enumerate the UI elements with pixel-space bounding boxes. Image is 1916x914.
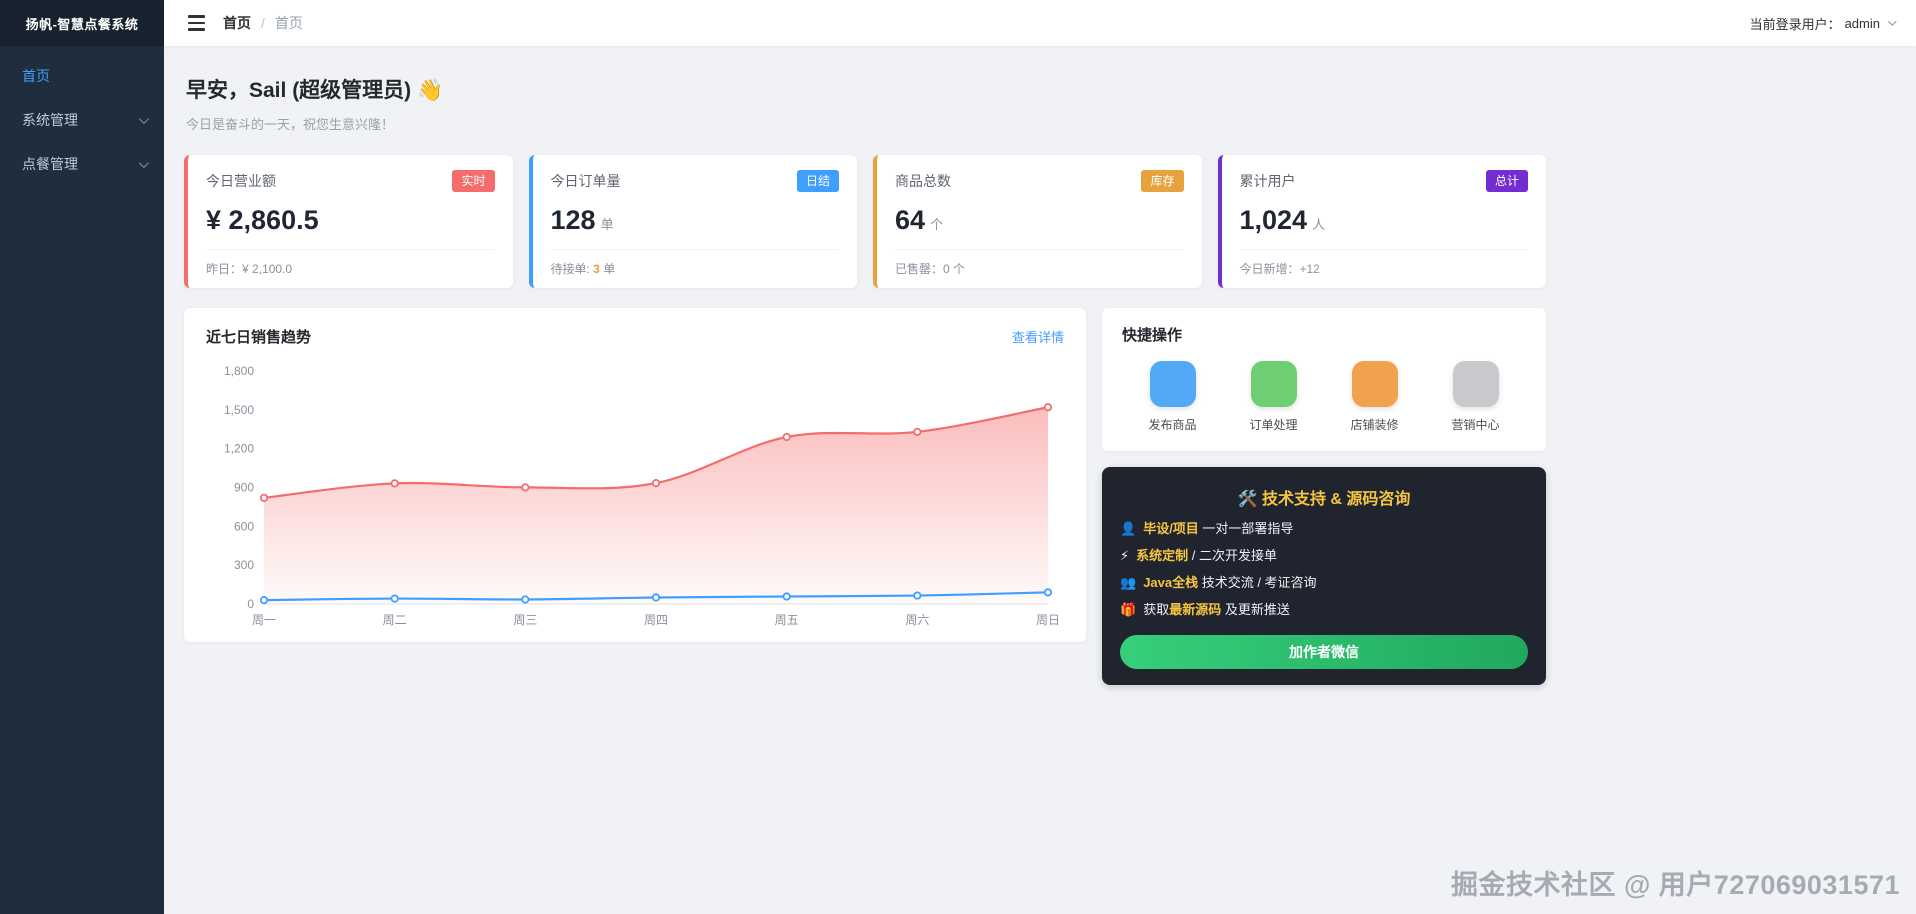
support-line: 🎁 获取最新源码 及更新推送	[1120, 600, 1528, 620]
greeting-section: 早安，Sail (超级管理员) 👋 今日是奋斗的一天，祝您生意兴隆！	[186, 74, 1546, 133]
stat-value: 128 单	[550, 205, 614, 235]
stat-card-revenue: 今日营业额 实时 ¥ 2,860.5 昨日：¥ 2,100.0	[184, 155, 513, 288]
support-title: 🛠️ 技术支持 & 源码咨询	[1237, 491, 1411, 508]
svg-text:周一: 周一	[252, 613, 276, 627]
sidebar: 扬帆-智慧点餐系统 首页 系统管理 点餐管理	[0, 0, 164, 914]
breadcrumb-item[interactable]: 首页	[223, 14, 251, 31]
stat-card-users: 累计用户 总计 1,024 人 今日新增：+12	[1217, 155, 1546, 288]
sidebar-item-label: 首页	[22, 68, 50, 84]
quick-actions-title: 快捷操作	[1122, 327, 1183, 344]
quick-action-marketing-center[interactable]: 营销中心	[1425, 361, 1526, 433]
marketing-center-icon	[1452, 361, 1499, 407]
breadcrumb-item: 首页	[274, 14, 303, 31]
tech-support-card: 🛠️ 技术支持 & 源码咨询 👤 毕设/项目 一对一部署指导 ⚡ 系统定制 / …	[1102, 467, 1546, 685]
stat-value: ¥ 2,860.5	[206, 205, 319, 235]
stat-label: 今日营业额	[206, 173, 276, 189]
svg-text:1,800: 1,800	[224, 364, 254, 378]
quick-action-label: 营销中心	[1451, 418, 1500, 432]
chart-title: 近七日销售趋势	[206, 329, 312, 346]
shop-decoration-icon	[1351, 361, 1398, 407]
sales-trend-card: 近七日销售趋势 查看详情 0 300 600 900 1,200 1,500 1,800 周一…	[184, 308, 1086, 642]
quick-action-shop-decoration[interactable]: 店铺装修	[1324, 361, 1425, 433]
support-line: 👤 毕设/项目 一对一部署指导	[1120, 519, 1528, 539]
svg-text:周二: 周二	[383, 613, 407, 627]
order-handling-icon	[1250, 361, 1297, 407]
sales-chart: 0 300 600 900 1,200 1,500 1,800 周一 周二 周三 周四 周五 周六 周日	[206, 357, 1064, 630]
chevron-down-icon	[138, 157, 149, 168]
stat-footer: 今日新增：+12	[1239, 262, 1320, 276]
topbar: 首页 / 首页 当前登录用户： admin	[164, 0, 1916, 46]
status-badge: 日结	[796, 170, 839, 192]
sidebar-item-label: 系统管理	[22, 112, 78, 128]
status-badge: 库存	[1141, 170, 1184, 192]
stat-label: 今日订单量	[550, 173, 621, 189]
add-author-wechat-button[interactable]: 加作者微信	[1120, 634, 1528, 669]
stat-card-products: 商品总数 库存 64 个 已售罄：0 个	[873, 155, 1202, 288]
quick-action-label: 订单处理	[1249, 418, 1298, 432]
breadcrumb: 首页 / 首页	[223, 13, 303, 33]
stat-label: 累计用户	[1239, 173, 1296, 189]
sidebar-item-system[interactable]: 系统管理	[0, 98, 164, 142]
person-icon: 👤	[1120, 521, 1137, 536]
main-area: 首页 / 首页 当前登录用户： admin 早安，Sail (超级管理员) 👋 今…	[164, 0, 1916, 914]
chevron-down-icon	[1888, 17, 1897, 26]
hamburger-menu-icon[interactable]	[186, 11, 207, 34]
svg-text:周三: 周三	[513, 613, 537, 627]
stat-cards: 今日营业额 实时 ¥ 2,860.5 昨日：¥ 2,100.0 今日订单量 日结…	[184, 155, 1546, 288]
greeting-subtitle: 今日是奋斗的一天，祝您生意兴隆！	[186, 117, 395, 132]
user-menu[interactable]: 当前登录用户： admin	[1749, 14, 1897, 33]
quick-action-label: 店铺装修	[1350, 418, 1399, 432]
stat-label: 商品总数	[895, 173, 951, 189]
status-badge: 总计	[1485, 170, 1528, 192]
sidebar-item-home[interactable]: 首页	[0, 54, 164, 98]
breadcrumb-separator: /	[261, 14, 265, 31]
stat-value: 1,024 人	[1239, 205, 1326, 235]
svg-text:周六: 周六	[905, 613, 929, 627]
page-content: 早安，Sail (超级管理员) 👋 今日是奋斗的一天，祝您生意兴隆！ 今日营业额…	[164, 46, 1916, 914]
svg-text:0: 0	[247, 597, 254, 611]
svg-text:周四: 周四	[644, 613, 668, 627]
sidebar-item-ordering[interactable]: 点餐管理	[0, 142, 164, 186]
sidebar-nav: 首页 系统管理 点餐管理	[0, 46, 164, 186]
sidebar-item-label: 点餐管理	[22, 156, 78, 172]
support-line: 👥 Java全栈 技术交流 / 考证咨询	[1120, 573, 1528, 593]
chevron-down-icon	[138, 113, 149, 124]
support-line: ⚡ 系统定制 / 二次开发接单	[1120, 546, 1528, 566]
svg-text:周日: 周日	[1036, 613, 1060, 627]
view-details-link[interactable]: 查看详情	[1011, 330, 1064, 345]
people-icon: 👥	[1120, 575, 1137, 591]
quick-actions-card: 快捷操作 发布商品 订单处理	[1102, 308, 1546, 451]
watermark-text: 掘金技术社区 @ 用户727069031571	[1450, 870, 1900, 900]
stat-footer: 待接单: 3 单	[550, 262, 616, 276]
quick-action-order-handling[interactable]: 订单处理	[1223, 361, 1324, 433]
quick-action-publish-product[interactable]: 发布商品	[1122, 361, 1223, 433]
svg-text:周五: 周五	[775, 613, 799, 627]
lightning-icon: ⚡	[1120, 548, 1130, 564]
status-badge: 实时	[452, 170, 495, 192]
stat-footer: 已售罄：0 个	[895, 262, 966, 276]
stat-value: 64 个	[895, 205, 944, 235]
app-logo: 扬帆-智慧点餐系统	[0, 0, 164, 46]
publish-product-icon	[1149, 361, 1196, 407]
stat-footer: 昨日：¥ 2,100.0	[206, 262, 293, 276]
quick-action-label: 发布商品	[1148, 418, 1197, 432]
svg-text:900: 900	[234, 481, 254, 495]
svg-text:300: 300	[234, 558, 254, 572]
username: admin	[1844, 15, 1880, 31]
svg-text:1,500: 1,500	[224, 403, 254, 417]
stat-card-orders: 今日订单量 日结 128 单 待接单: 3 单	[528, 155, 857, 288]
user-label: 当前登录用户：	[1749, 16, 1841, 32]
greeting-title: 早安，Sail (超级管理员) 👋	[186, 79, 444, 102]
svg-text:1,200: 1,200	[224, 442, 254, 456]
svg-text:600: 600	[234, 519, 254, 533]
gift-icon: 🎁	[1120, 602, 1137, 618]
